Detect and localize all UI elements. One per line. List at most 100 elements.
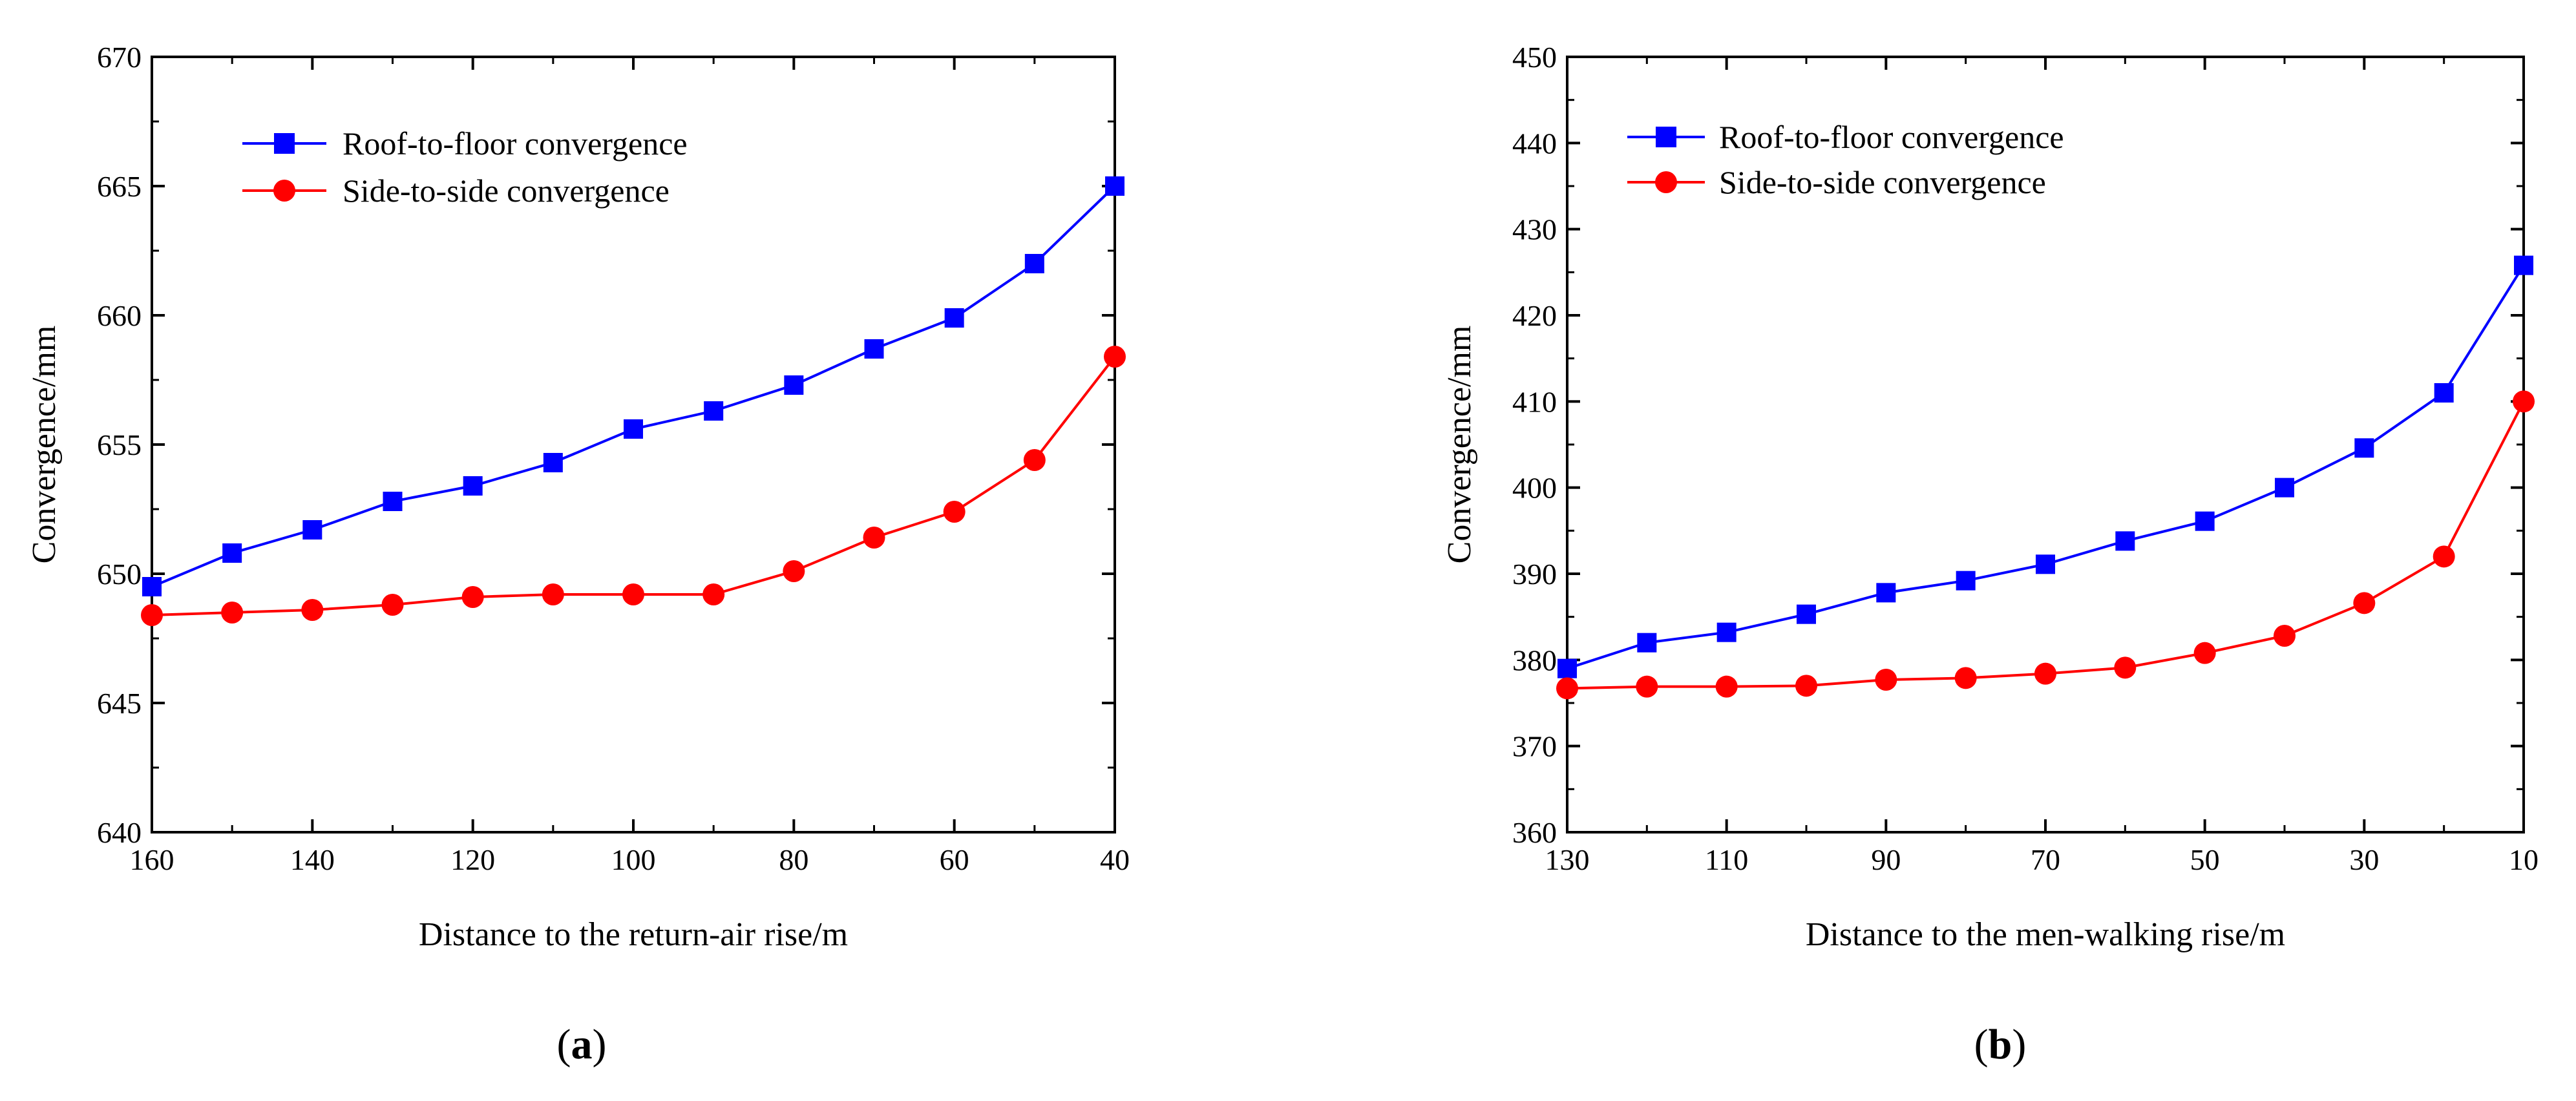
x-tick-label-a: 160 bbox=[130, 843, 174, 876]
x-tick-label-b: 50 bbox=[2190, 843, 2220, 876]
x-axis-title-b: Distance to the men-walking rise/m bbox=[1806, 916, 2285, 953]
x-tick-label-b: 90 bbox=[1871, 843, 1901, 876]
data-point-roof-to-floor-b bbox=[1716, 622, 1737, 642]
data-point-side-to-side-b bbox=[2193, 642, 2216, 664]
data-point-roof-to-floor-b bbox=[2354, 438, 2374, 458]
legend-entry-roof-to-floor-a: Roof-to-floor convergence bbox=[242, 125, 688, 162]
data-point-side-to-side-b bbox=[1636, 675, 1658, 698]
legend-label-roof-to-floor-a: Roof-to-floor convergence bbox=[343, 125, 688, 162]
legend-marker-side-to-side-a bbox=[273, 180, 295, 202]
data-point-side-to-side-a bbox=[702, 583, 725, 605]
data-point-roof-to-floor-a bbox=[1105, 176, 1124, 196]
x-tick-label-b: 70 bbox=[2031, 843, 2060, 876]
x-tick-label-b: 30 bbox=[2349, 843, 2379, 876]
x-tick-label-b: 130 bbox=[1545, 843, 1590, 876]
y-tick-label-b: 410 bbox=[1512, 385, 1557, 418]
x-tick-label-a: 40 bbox=[1100, 843, 1130, 876]
data-point-roof-to-floor-a bbox=[222, 543, 242, 563]
chart-panel-a: 160 140 120 100 80 60 40640645650655660665670 … bbox=[26, 41, 1130, 1068]
y-tick-label-a: 655 bbox=[97, 428, 142, 461]
y-tick-label-a: 645 bbox=[97, 687, 142, 720]
y-axis-title-b: Convergence/mm bbox=[1441, 326, 1478, 564]
data-point-side-to-side-a bbox=[542, 583, 564, 605]
panel-label-letter-a: a bbox=[571, 1021, 593, 1068]
data-point-roof-to-floor-a bbox=[1024, 254, 1044, 273]
y-tick-label-b: 430 bbox=[1512, 213, 1557, 246]
panel-label-a: (a) bbox=[557, 1021, 607, 1068]
data-point-side-to-side-b bbox=[1875, 669, 1897, 691]
x-tick-label-b: 110 bbox=[1705, 843, 1748, 876]
data-point-side-to-side-b bbox=[2114, 656, 2137, 679]
data-point-side-to-side-b bbox=[1715, 675, 1738, 698]
data-point-roof-to-floor-a bbox=[383, 492, 403, 511]
data-point-side-to-side-a bbox=[221, 602, 244, 624]
legend-marker-side-to-side-b bbox=[1655, 171, 1677, 193]
data-point-roof-to-floor-b bbox=[2195, 511, 2215, 531]
y-tick-label-a: 665 bbox=[97, 170, 142, 203]
y-tick-label-b: 400 bbox=[1512, 472, 1557, 505]
y-tick-label-b: 360 bbox=[1512, 816, 1557, 849]
data-point-roof-to-floor-a bbox=[864, 339, 884, 359]
legend-marker-roof-to-floor-a bbox=[274, 133, 295, 154]
y-tick-label-b: 380 bbox=[1512, 644, 1557, 676]
x-tick-label-a: 100 bbox=[611, 843, 656, 876]
data-point-side-to-side-a bbox=[863, 527, 885, 549]
legend-entry-side-to-side-a: Side-to-side convergence bbox=[242, 173, 670, 209]
data-point-roof-to-floor-a bbox=[543, 453, 563, 472]
data-point-roof-to-floor-b bbox=[2275, 477, 2294, 498]
data-point-roof-to-floor-a bbox=[463, 476, 483, 496]
series-line-side-to-side-b bbox=[1567, 401, 2525, 690]
x-tick-label-a: 120 bbox=[450, 843, 495, 876]
legend-b: Roof-to-floor convergence Side-to-side c… bbox=[1627, 119, 2064, 200]
data-point-side-to-side-b bbox=[2034, 662, 2056, 685]
data-point-side-to-side-a bbox=[1023, 449, 1046, 471]
chart-panel-b: 130 110 90 70 50 30 10 360 370 380 390 400 410 420 430… bbox=[1441, 41, 2539, 1068]
data-point-roof-to-floor-a bbox=[784, 375, 804, 395]
data-point-roof-to-floor-a bbox=[142, 577, 162, 596]
data-point-side-to-side-a bbox=[141, 604, 163, 626]
data-point-side-to-side-a bbox=[943, 501, 966, 523]
data-point-side-to-side-a bbox=[381, 594, 404, 616]
data-point-roof-to-floor-b bbox=[2115, 531, 2135, 551]
data-point-side-to-side-a bbox=[1104, 346, 1126, 368]
data-point-roof-to-floor-b bbox=[1797, 604, 1816, 624]
data-point-side-to-side-b bbox=[2433, 545, 2455, 568]
y-tick-label-a: 670 bbox=[97, 41, 142, 74]
axis-ticks-a: 160 140 120 100 80 60 40 640 645 650 655 660 665 670 bbox=[97, 41, 1130, 876]
data-point-roof-to-floor-b bbox=[2434, 383, 2454, 403]
data-point-side-to-side-b bbox=[2274, 625, 2296, 647]
series-line-roof-to-floor-b bbox=[1567, 264, 2525, 670]
series-b bbox=[1556, 255, 2535, 700]
data-point-roof-to-floor-a bbox=[944, 308, 964, 328]
data-point-side-to-side-a bbox=[622, 583, 644, 605]
legend-label-side-to-side-b: Side-to-side convergence bbox=[1719, 164, 2046, 200]
legend-label-side-to-side-a: Side-to-side convergence bbox=[343, 173, 670, 209]
data-point-roof-to-floor-b bbox=[2514, 255, 2533, 275]
series-a bbox=[141, 176, 1126, 626]
panel-label-letter-b: b bbox=[1989, 1021, 2012, 1068]
y-tick-label-b: 420 bbox=[1512, 299, 1557, 332]
series-line-roof-to-floor-a bbox=[151, 185, 1116, 588]
data-point-roof-to-floor-b bbox=[1876, 583, 1896, 603]
legend-entry-side-to-side-b: Side-to-side convergence bbox=[1627, 164, 2046, 200]
data-point-roof-to-floor-b bbox=[2036, 554, 2055, 574]
data-point-roof-to-floor-a bbox=[302, 520, 322, 540]
panel-label-b: (b) bbox=[1974, 1021, 2027, 1068]
series-line-side-to-side-a bbox=[151, 355, 1116, 616]
legend-entry-roof-to-floor-b: Roof-to-floor convergence bbox=[1627, 119, 2064, 155]
data-point-side-to-side-a bbox=[783, 560, 805, 582]
x-tick-label-b: 10 bbox=[2509, 843, 2539, 876]
data-point-side-to-side-b bbox=[1795, 675, 1817, 697]
y-tick-label-a: 650 bbox=[97, 558, 142, 591]
data-point-roof-to-floor-a bbox=[704, 401, 724, 421]
data-point-side-to-side-b bbox=[2513, 390, 2535, 413]
y-tick-label-a: 640 bbox=[97, 816, 142, 849]
data-point-side-to-side-b bbox=[1954, 667, 1977, 689]
data-point-side-to-side-b bbox=[1556, 677, 1578, 700]
data-point-side-to-side-a bbox=[461, 586, 484, 608]
data-point-side-to-side-b bbox=[2353, 592, 2376, 614]
legend-marker-roof-to-floor-b bbox=[1656, 127, 1676, 147]
data-point-side-to-side-a bbox=[301, 599, 324, 621]
y-tick-label-b: 450 bbox=[1512, 41, 1557, 74]
